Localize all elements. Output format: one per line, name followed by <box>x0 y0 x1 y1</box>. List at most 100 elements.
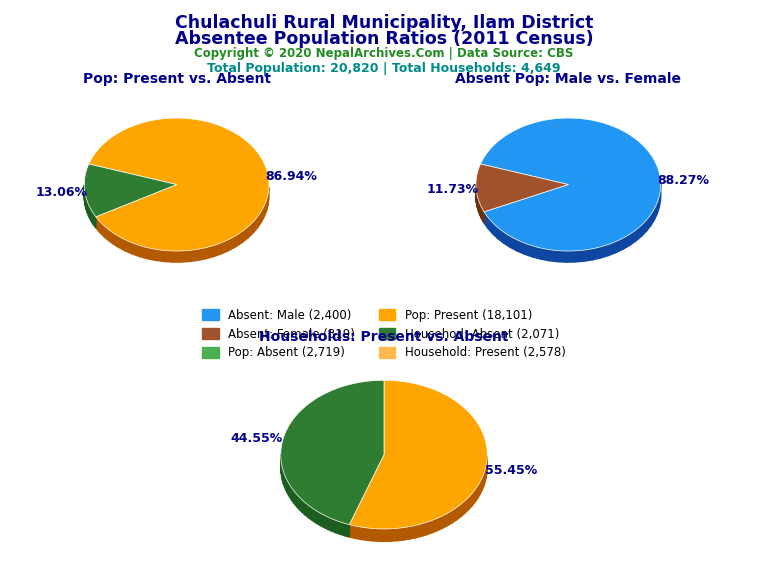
Polygon shape <box>492 223 498 238</box>
Polygon shape <box>181 251 190 262</box>
Polygon shape <box>409 525 415 539</box>
Polygon shape <box>488 217 492 234</box>
Polygon shape <box>442 513 448 528</box>
Polygon shape <box>592 247 601 260</box>
Polygon shape <box>155 249 164 262</box>
Polygon shape <box>567 251 575 262</box>
Text: 11.73%: 11.73% <box>427 183 479 196</box>
Polygon shape <box>432 518 438 533</box>
Text: 86.94%: 86.94% <box>266 170 317 183</box>
Polygon shape <box>558 251 567 262</box>
Polygon shape <box>448 510 452 526</box>
Polygon shape <box>164 251 172 262</box>
Polygon shape <box>386 529 392 541</box>
Polygon shape <box>518 240 525 255</box>
Polygon shape <box>101 222 105 238</box>
Polygon shape <box>131 242 139 256</box>
Polygon shape <box>642 219 647 236</box>
Text: Total Population: 20,820 | Total Households: 4,649: Total Population: 20,820 | Total Househo… <box>207 62 561 75</box>
Polygon shape <box>309 506 312 520</box>
Polygon shape <box>229 236 236 251</box>
Polygon shape <box>296 494 300 510</box>
Polygon shape <box>608 241 616 256</box>
Polygon shape <box>482 473 484 490</box>
Polygon shape <box>421 522 426 536</box>
Polygon shape <box>96 217 101 233</box>
Polygon shape <box>349 525 355 539</box>
Polygon shape <box>282 465 283 480</box>
Polygon shape <box>290 485 292 501</box>
Polygon shape <box>105 227 111 242</box>
Polygon shape <box>340 522 345 536</box>
Polygon shape <box>84 164 177 217</box>
Polygon shape <box>222 240 229 253</box>
Polygon shape <box>336 520 340 535</box>
Polygon shape <box>654 203 657 219</box>
Polygon shape <box>630 230 636 245</box>
Polygon shape <box>415 524 421 538</box>
Polygon shape <box>139 245 147 259</box>
Polygon shape <box>292 488 294 504</box>
Text: Absentee Population Ratios (2011 Census): Absentee Population Ratios (2011 Census) <box>174 30 594 48</box>
Polygon shape <box>288 482 290 498</box>
Polygon shape <box>124 240 131 253</box>
Polygon shape <box>601 244 608 258</box>
Polygon shape <box>504 232 511 248</box>
Polygon shape <box>397 528 403 541</box>
Polygon shape <box>319 513 323 527</box>
Polygon shape <box>379 529 386 541</box>
Polygon shape <box>286 479 288 494</box>
Polygon shape <box>283 472 285 487</box>
Polygon shape <box>651 209 654 225</box>
Polygon shape <box>511 236 518 251</box>
Polygon shape <box>236 232 242 247</box>
Polygon shape <box>198 248 206 260</box>
Polygon shape <box>475 486 478 502</box>
Text: Copyright © 2020 NepalArchives.Com | Data Source: CBS: Copyright © 2020 NepalArchives.Com | Dat… <box>194 47 574 60</box>
Polygon shape <box>476 164 568 212</box>
Polygon shape <box>172 251 181 262</box>
Polygon shape <box>624 234 630 249</box>
Polygon shape <box>657 196 659 214</box>
Polygon shape <box>266 194 268 211</box>
Text: 13.06%: 13.06% <box>35 186 88 199</box>
Text: 88.27%: 88.27% <box>657 173 710 187</box>
Polygon shape <box>426 520 432 535</box>
Polygon shape <box>481 118 660 251</box>
Polygon shape <box>373 529 379 541</box>
Polygon shape <box>264 199 266 217</box>
Title: Pop: Present vs. Absent: Pop: Present vs. Absent <box>83 71 270 86</box>
Polygon shape <box>242 227 248 242</box>
Polygon shape <box>525 243 533 257</box>
Polygon shape <box>190 249 198 262</box>
Text: Chulachuli Rural Municipality, Ilam District: Chulachuli Rural Municipality, Ilam Dist… <box>175 14 593 32</box>
Title: Households: Present vs. Absent: Households: Present vs. Absent <box>260 331 508 344</box>
Polygon shape <box>312 508 316 523</box>
Polygon shape <box>306 503 309 518</box>
Polygon shape <box>403 526 409 540</box>
Polygon shape <box>355 526 361 540</box>
Polygon shape <box>472 490 475 506</box>
Polygon shape <box>361 527 367 540</box>
Polygon shape <box>484 212 488 229</box>
Polygon shape <box>498 228 504 243</box>
Polygon shape <box>147 248 155 260</box>
Polygon shape <box>457 505 461 520</box>
Polygon shape <box>316 510 319 525</box>
Polygon shape <box>468 494 472 510</box>
Text: 44.55%: 44.55% <box>230 432 283 445</box>
Polygon shape <box>533 246 541 259</box>
Polygon shape <box>575 250 584 262</box>
Polygon shape <box>327 517 332 531</box>
Polygon shape <box>214 242 222 256</box>
Polygon shape <box>452 507 457 523</box>
Polygon shape <box>345 524 349 537</box>
Polygon shape <box>485 465 486 482</box>
Polygon shape <box>281 380 384 525</box>
Legend: Absent: Male (2,400), Absent: Female (319), Pop: Absent (2,719), Pop: Present (1: Absent: Male (2,400), Absent: Female (31… <box>202 309 566 359</box>
Title: Absent Pop: Male vs. Female: Absent Pop: Male vs. Female <box>455 71 681 86</box>
Polygon shape <box>616 238 624 252</box>
Polygon shape <box>367 528 373 541</box>
Polygon shape <box>541 248 549 261</box>
Polygon shape <box>480 478 482 494</box>
